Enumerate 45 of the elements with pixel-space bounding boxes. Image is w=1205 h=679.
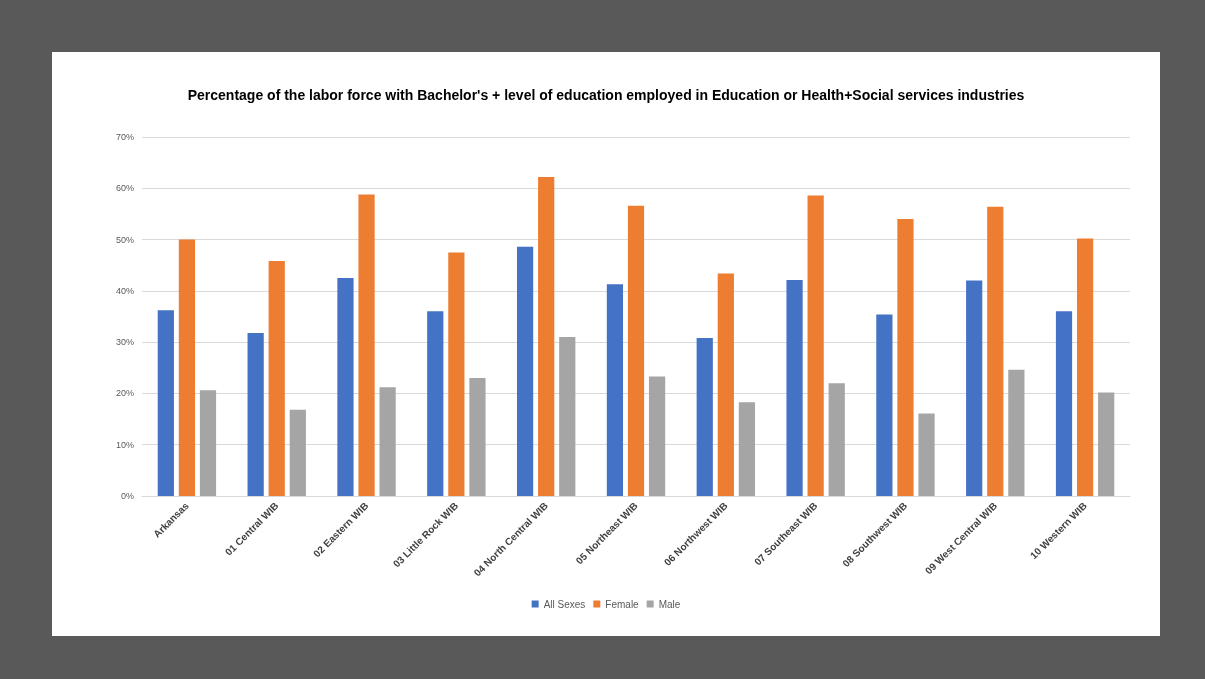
- bar: [427, 311, 444, 496]
- bar: [966, 280, 983, 496]
- bar: [178, 239, 196, 496]
- bar: [627, 205, 645, 496]
- legend-label: Male: [658, 598, 681, 610]
- y-tick-label: 20%: [115, 388, 134, 399]
- y-tick-label: 70%: [115, 132, 134, 142]
- bar: [538, 177, 555, 496]
- bar: [717, 273, 734, 496]
- bar: [918, 413, 935, 496]
- bar: [987, 206, 1004, 496]
- y-tick-label: 0%: [120, 491, 134, 501]
- bar: [1055, 311, 1073, 496]
- bar: [469, 378, 486, 496]
- legend-label: Female: [605, 598, 640, 610]
- y-tick-label: 30%: [115, 337, 134, 348]
- bar: [559, 337, 576, 496]
- bar: [876, 314, 893, 496]
- bar: [807, 195, 824, 496]
- bar: [268, 261, 285, 496]
- bar: [516, 246, 534, 496]
- bar: [828, 383, 845, 496]
- bar: [738, 402, 756, 496]
- bar: [157, 310, 174, 496]
- bar: [696, 338, 713, 496]
- y-tick-label: 40%: [115, 285, 134, 296]
- legend-label: All Sexes: [543, 598, 586, 610]
- bar: [1098, 392, 1115, 496]
- y-tick-label: 50%: [115, 234, 134, 245]
- bar: [1008, 369, 1025, 496]
- bar: [606, 284, 624, 496]
- bar: [1076, 238, 1094, 496]
- bar: [379, 387, 396, 496]
- bar: [247, 332, 264, 496]
- bar: [337, 278, 354, 496]
- bar: [786, 280, 803, 496]
- bar: [648, 376, 666, 496]
- y-tick-label: 10%: [115, 439, 134, 450]
- bar: [897, 219, 914, 496]
- bar: [448, 252, 465, 496]
- chart-title: Percentage of the labor force with Bachelor's + level of education employed in Education or Health+Social services industries: [187, 87, 1025, 103]
- bar: [199, 390, 217, 496]
- bar: [358, 194, 375, 496]
- bar: [289, 409, 306, 496]
- y-tick-label: 60%: [115, 183, 134, 194]
